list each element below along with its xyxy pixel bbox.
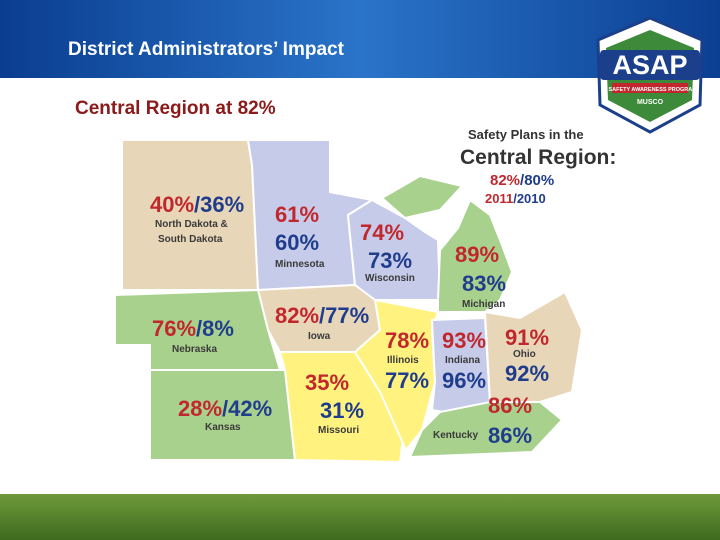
legend-line2: Central Region: [460, 146, 616, 169]
state-name: Wisconsin [365, 273, 415, 284]
map [114, 139, 584, 464]
state-shape [408, 401, 564, 459]
figure-2011: 89% [455, 242, 499, 267]
figure-2010: 42% [228, 396, 272, 421]
figure-2010: 36% [200, 192, 244, 217]
legend-year-2011: 2011 [485, 191, 513, 206]
state-name: Iowa [308, 331, 331, 342]
state-name: Kansas [205, 422, 241, 433]
figure-separator: / [222, 396, 228, 421]
logo-text: ASAP [612, 50, 687, 80]
state-name: Missouri [318, 425, 359, 436]
figure-2010: 77% [385, 368, 429, 393]
legend-years: 2011/2010 [485, 191, 546, 206]
figure-2010: 77% [325, 303, 369, 328]
figure-2010: 83% [462, 271, 506, 296]
footer-rule [0, 490, 720, 494]
map-labels: 40%/36%North Dakota &South Dakota61%60%M… [150, 192, 549, 448]
state-figures: 40%/36% [150, 192, 244, 217]
state-figures: 76%/8% [152, 316, 234, 341]
state-shape [380, 174, 514, 313]
figure-2011: 35% [305, 370, 349, 395]
state-name: Michigan [462, 299, 505, 310]
state-name: Kentucky [433, 430, 478, 441]
figure-2011: 82% [275, 303, 319, 328]
figure-2011: 28% [178, 396, 222, 421]
legend-separator: / [520, 172, 525, 189]
legend: Safety Plans in the Central Region: 82%/… [460, 127, 616, 206]
figure-2011: 40% [150, 192, 194, 217]
footer-grass [0, 494, 720, 540]
state-name: Indiana [445, 355, 480, 366]
state-name: Illinois [387, 355, 419, 366]
figure-2010: 60% [275, 230, 319, 255]
state-figures: 28%/42% [178, 396, 272, 421]
logo-sponsor: MUSCO [637, 99, 664, 106]
legend-values: 82%/80% [490, 172, 554, 189]
state-name: Nebraska [172, 344, 217, 355]
legend-2011: 82% [490, 172, 520, 189]
figure-2011: 91% [505, 325, 549, 350]
state-name: North Dakota & [155, 219, 228, 230]
figure-2011: 74% [360, 220, 404, 245]
logo: ASAP A SAFETY AWARENESS PROGRAM MUSCO [596, 16, 704, 134]
figure-2011: 93% [442, 328, 486, 353]
figure-separator: / [196, 316, 202, 341]
state-figures: 82%/77% [275, 303, 369, 328]
figure-2010: 31% [320, 398, 364, 423]
legend-2010: 80% [524, 172, 554, 189]
figure-2011: 86% [488, 393, 532, 418]
state-name: Minnesota [275, 259, 325, 270]
subtitle: Central Region at 82% [75, 98, 276, 119]
figure-separator: / [194, 192, 200, 217]
state-name: Ohio [513, 349, 536, 360]
logo-tagline: A SAFETY AWARENESS PROGRAM [603, 87, 697, 93]
logo-banner [600, 50, 700, 80]
figure-2011: 76% [152, 316, 196, 341]
figure-2010: 86% [488, 423, 532, 448]
figure-2010: 8% [202, 316, 234, 341]
state-name: South Dakota [158, 234, 223, 245]
figure-separator: / [319, 303, 325, 328]
figure-2010: 73% [368, 248, 412, 273]
title: District Administrators’ Impact [68, 39, 345, 60]
figure-2011: 61% [275, 202, 319, 227]
logo-ribbon [612, 83, 688, 93]
header-rule [0, 78, 720, 81]
legend-year-separator: / [513, 191, 517, 206]
legend-line1: Safety Plans in the [468, 127, 584, 142]
figure-2010: 96% [442, 368, 486, 393]
legend-year-2010: 2010 [517, 191, 546, 206]
figure-2011: 78% [385, 328, 429, 353]
figure-2010: 92% [505, 361, 549, 386]
